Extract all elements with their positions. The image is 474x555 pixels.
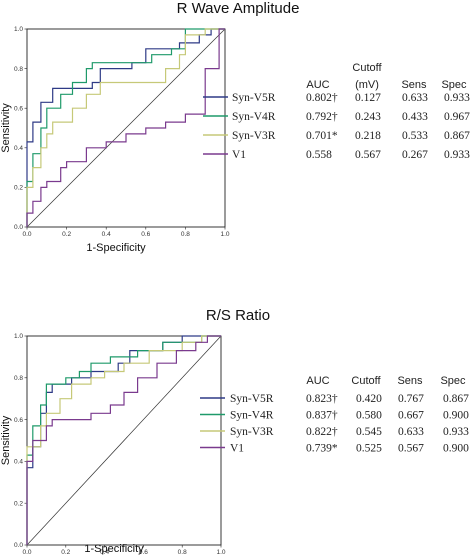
chart-title: R Wave Amplitude bbox=[177, 0, 300, 17]
y-tick-label: 1.0 bbox=[14, 26, 23, 33]
spec-value: 0.967 bbox=[444, 111, 470, 123]
y-tick-label: 1.0 bbox=[14, 333, 23, 340]
auc-value: 0.792† bbox=[306, 111, 338, 123]
legend-series-name: V1 bbox=[230, 443, 244, 455]
x-tick-label: 1.0 bbox=[220, 231, 229, 238]
legend-series-name: Syn-V4R bbox=[230, 410, 274, 422]
x-tick-label: 0.2 bbox=[62, 231, 71, 238]
x-tick-label: 0.0 bbox=[22, 231, 31, 238]
header-spec: Spec bbox=[441, 79, 467, 91]
header-auc: AUC bbox=[306, 79, 329, 91]
header-cutoff: Cutoff bbox=[351, 375, 381, 387]
y-tick-label: 0.2 bbox=[14, 185, 23, 192]
roc-curve-syn-v3r bbox=[26, 28, 225, 227]
sens-value: 0.633 bbox=[398, 426, 424, 438]
spec-value: 0.867 bbox=[444, 130, 470, 142]
spec-value: 0.933 bbox=[444, 149, 470, 161]
sens-value: 0.767 bbox=[398, 393, 424, 405]
y-axis-title: Sensitivity bbox=[0, 415, 12, 465]
legend-series-name: Syn-V5R bbox=[230, 393, 274, 405]
cutoff-value: 0.127 bbox=[355, 92, 381, 104]
roc-curve-syn-v4r bbox=[26, 28, 225, 227]
x-tick-label: 0.8 bbox=[181, 231, 190, 238]
roc-curve-syn-v4r bbox=[26, 335, 221, 545]
y-tick-label: 0.0 bbox=[14, 224, 23, 231]
x-tick-label: 0.0 bbox=[22, 549, 31, 555]
roc-curve-v1 bbox=[26, 28, 225, 227]
spec-value: 0.900 bbox=[443, 443, 469, 455]
auc-value: 0.739* bbox=[306, 443, 338, 455]
cutoff-value: 0.218 bbox=[355, 130, 381, 142]
diagonal-reference-line bbox=[26, 28, 226, 228]
legend-series-name: Syn-V5R bbox=[232, 92, 276, 104]
header-sens: Sens bbox=[397, 375, 423, 387]
auc-value: 0.558 bbox=[306, 149, 332, 161]
sens-value: 0.667 bbox=[398, 410, 424, 422]
cutoff-value: 0.545 bbox=[356, 426, 382, 438]
y-tick-label: 0.4 bbox=[14, 459, 23, 466]
header-cutoff-unit: (mV) bbox=[355, 79, 379, 91]
spec-value: 0.933 bbox=[444, 92, 470, 104]
auc-value: 0.822† bbox=[306, 426, 338, 438]
legend-series-name: Syn-V4R bbox=[232, 111, 276, 123]
y-tick-label: 0.8 bbox=[14, 375, 23, 382]
roc-curve-syn-v5r bbox=[26, 28, 225, 227]
y-tick-label: 0.8 bbox=[14, 66, 23, 73]
chart-title: R/S Ratio bbox=[206, 307, 270, 324]
diagonal-reference-line bbox=[26, 335, 222, 546]
sens-value: 0.567 bbox=[398, 443, 424, 455]
legend-series-name: Syn-V3R bbox=[232, 130, 276, 142]
y-tick-label: 0.6 bbox=[14, 417, 23, 424]
x-tick-label: 0.8 bbox=[178, 549, 187, 555]
header-auc: AUC bbox=[306, 375, 329, 387]
x-tick-label: 0.2 bbox=[61, 549, 70, 555]
cutoff-value: 0.243 bbox=[355, 111, 381, 123]
x-tick-label: 1.0 bbox=[216, 549, 225, 555]
header-sens: Sens bbox=[401, 79, 427, 91]
x-tick-label: 0.6 bbox=[141, 231, 150, 238]
spec-value: 0.867 bbox=[443, 393, 469, 405]
cutoff-value: 0.580 bbox=[356, 410, 382, 422]
sens-value: 0.433 bbox=[402, 111, 428, 123]
legend-series-name: Syn-V3R bbox=[230, 426, 274, 438]
sens-value: 0.533 bbox=[402, 130, 428, 142]
auc-value: 0.823† bbox=[306, 393, 338, 405]
y-tick-label: 0.0 bbox=[14, 542, 23, 549]
cutoff-value: 0.525 bbox=[356, 443, 382, 455]
legend-series-name: V1 bbox=[232, 149, 246, 161]
x-tick-label: 0.6 bbox=[139, 549, 148, 555]
spec-value: 0.900 bbox=[443, 410, 469, 422]
cutoff-value: 0.420 bbox=[356, 393, 382, 405]
header-spec: Spec bbox=[440, 375, 466, 387]
roc-curve-v1 bbox=[26, 335, 221, 545]
sens-value: 0.633 bbox=[402, 92, 428, 104]
y-axis-title: Sensitivity bbox=[0, 103, 12, 153]
x-axis-title: 1-Specificity bbox=[84, 543, 144, 555]
y-tick-label: 0.2 bbox=[14, 500, 23, 507]
auc-value: 0.837† bbox=[306, 410, 338, 422]
header-cutoff: Cutoff bbox=[352, 62, 382, 74]
y-tick-label: 0.6 bbox=[14, 105, 23, 112]
y-tick-label: 0.4 bbox=[14, 145, 23, 152]
cutoff-value: 0.567 bbox=[355, 149, 381, 161]
sens-value: 0.267 bbox=[402, 149, 428, 161]
auc-value: 0.701* bbox=[306, 130, 338, 142]
x-tick-label: 0.4 bbox=[102, 231, 111, 238]
plot-frame bbox=[26, 335, 222, 546]
auc-value: 0.802† bbox=[306, 92, 338, 104]
roc-curve-syn-v3r bbox=[26, 335, 221, 545]
x-tick-label: 0.4 bbox=[100, 549, 109, 555]
plot-frame bbox=[26, 28, 226, 228]
x-axis-title: 1-Specificity bbox=[86, 242, 146, 254]
spec-value: 0.933 bbox=[443, 426, 469, 438]
